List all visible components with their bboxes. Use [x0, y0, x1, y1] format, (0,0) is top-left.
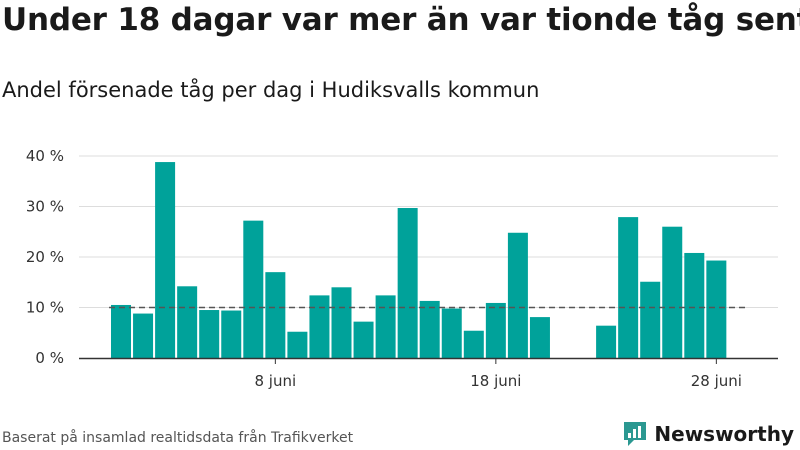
x-tick-label: 18 juni — [470, 372, 521, 390]
brand-name: Newsworthy — [654, 422, 794, 446]
y-tick-label: 30 % — [26, 198, 64, 216]
bar — [309, 295, 330, 358]
x-axis: 8 juni 18 juni 28 juni — [79, 357, 778, 390]
bar — [199, 310, 220, 358]
bar — [111, 304, 131, 358]
bar — [331, 287, 352, 358]
source-note: Baserat på insamlad realtidsdata från Tr… — [2, 430, 354, 446]
bar-chart: 0 % 10 % 20 % 30 % 40 % 8 juni 18 juni 28 juni — [26, 147, 778, 390]
x-tick-label: 28 juni — [691, 372, 742, 390]
bar — [265, 272, 286, 358]
y-tick-label: 0 % — [35, 349, 64, 367]
bar — [133, 313, 154, 358]
bar — [419, 300, 440, 358]
y-axis-labels: 0 % 10 % 20 % 30 % 40 % — [26, 147, 64, 367]
y-tick-label: 10 % — [26, 299, 64, 317]
bar — [640, 281, 661, 358]
bar — [662, 226, 683, 358]
bar — [155, 162, 176, 358]
y-tick-label: 20 % — [26, 248, 64, 266]
bars — [111, 162, 727, 358]
bar — [243, 220, 264, 358]
bar — [177, 286, 198, 358]
bar — [485, 302, 506, 358]
y-tick-label: 40 % — [26, 147, 64, 165]
bar — [375, 295, 396, 358]
bar — [596, 325, 617, 358]
bar — [221, 310, 242, 358]
bar — [529, 317, 550, 358]
chart-subtitle: Andel försenade tåg per dag i Hudiksvall… — [2, 78, 540, 102]
bar — [507, 232, 528, 358]
bar — [463, 330, 484, 358]
bar — [353, 321, 374, 358]
bar — [684, 252, 705, 358]
x-tick-label: 8 juni — [255, 372, 297, 390]
chart-title: Under 18 dagar var mer än var tionde tåg… — [2, 2, 800, 38]
newsworthy-logo-icon — [624, 422, 647, 446]
brand-logo[interactable]: Newsworthy — [622, 420, 794, 448]
bar — [397, 208, 418, 358]
bar — [287, 331, 308, 358]
bar — [618, 217, 639, 358]
bar — [706, 260, 727, 358]
bar — [441, 308, 462, 358]
